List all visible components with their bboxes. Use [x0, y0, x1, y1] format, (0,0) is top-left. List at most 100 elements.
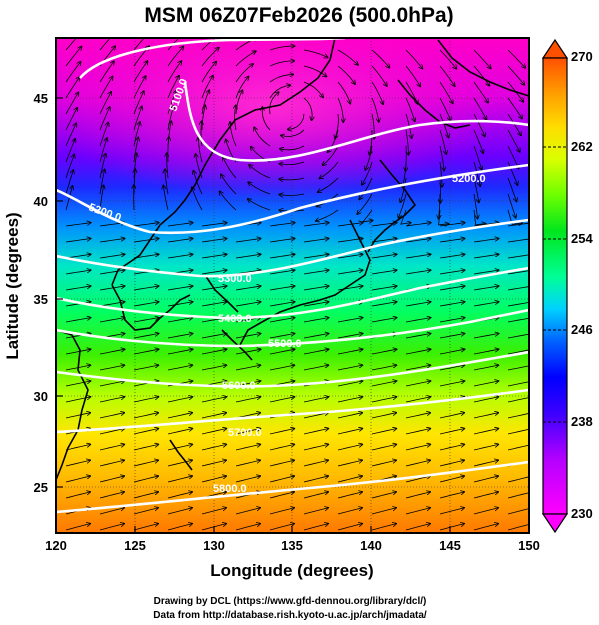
wind-arrow [473, 444, 498, 451]
wind-arrow [198, 137, 203, 163]
wind-arrow [361, 209, 373, 222]
wind-arrow [439, 286, 465, 291]
wind-arrow [337, 524, 362, 531]
wind-arrow [439, 49, 457, 69]
wind-arrow [133, 365, 159, 371]
wind-arrow [405, 49, 423, 69]
colorbar-tick-label: 270 [571, 49, 593, 64]
wind-arrow [235, 349, 261, 355]
wind-arrow [371, 270, 397, 275]
wind-arrow [473, 97, 487, 120]
wind-arrow [133, 38, 145, 51]
wind-arrow [473, 302, 499, 307]
wind-arrow [323, 145, 339, 165]
wind-arrow [473, 49, 491, 69]
wind-arrow [405, 270, 431, 275]
wind-arrow [337, 381, 363, 387]
wind-arrow [507, 161, 518, 185]
wind-arrow [235, 429, 260, 435]
wind-arrow [403, 161, 407, 187]
wind-arrow [201, 429, 226, 435]
plot-area: 5100.0 5200.0 5200.0 5300.0 5400.0 5500.… [56, 38, 529, 533]
wind-arrow [269, 302, 295, 307]
y-tick-label: 25 [34, 480, 48, 495]
wind-arrow [99, 254, 125, 259]
colorbar-bottom-triangle [541, 513, 569, 534]
wind-arrow [201, 254, 227, 259]
wind-arrow [473, 145, 482, 170]
wind-arrow [371, 429, 396, 435]
wind-arrow [337, 239, 363, 243]
wind-arrow [99, 61, 114, 83]
wind-arrow [303, 97, 312, 120]
wind-arrow [337, 97, 343, 122]
wind-arrow [65, 223, 91, 227]
wind-arrow [405, 223, 431, 227]
wind-arrow [439, 365, 465, 371]
grid-lines [56, 38, 529, 533]
wind-arrow [167, 91, 177, 115]
wind-arrow [303, 254, 329, 259]
wind-arrow [133, 524, 158, 531]
wind-arrow [65, 318, 91, 323]
credit-drawing: Drawing by DCL (https://www.gfd-dennou.o… [154, 596, 427, 607]
wind-arrow [405, 129, 409, 155]
wind-arrow [269, 444, 294, 451]
wind-arrow [235, 51, 256, 67]
wind-arrow [303, 492, 328, 499]
wind-arrow [65, 524, 90, 531]
wind-arrow [99, 185, 104, 211]
wind-arrow [99, 138, 107, 163]
wind-arrow [167, 46, 184, 67]
wind-arrow [133, 223, 159, 227]
wind-arrow [248, 199, 271, 211]
wind-arrow [405, 524, 430, 531]
contour-5800 [56, 460, 529, 514]
wind-arrow [65, 239, 91, 243]
wind-arrow [133, 460, 158, 467]
wind-arrow [133, 349, 159, 355]
wind-arrow [405, 365, 431, 371]
wind-arrow [133, 508, 158, 515]
wind-arrow [405, 318, 431, 323]
wind-arrow [201, 270, 227, 275]
wind-arrow [371, 365, 397, 371]
wind-arrow [65, 186, 73, 211]
wind-arrow [235, 302, 261, 307]
wind-arrow [235, 524, 260, 531]
wind-arrow [269, 365, 295, 371]
wind-arrow [473, 65, 490, 86]
wind-arrow [405, 476, 430, 483]
wind-arrow [99, 92, 111, 115]
wind-arrow [473, 381, 499, 387]
wind-arrow [201, 334, 227, 339]
contour-5500 [56, 308, 529, 348]
wind-arrow [365, 145, 373, 170]
wind-arrow [439, 460, 464, 467]
wind-arrow [269, 334, 295, 339]
contour-label-5600: 5600.0 [222, 380, 256, 392]
wind-arrow [99, 318, 125, 323]
wind-arrow [65, 108, 77, 131]
wind-arrow [371, 239, 397, 243]
wind-arrow [371, 460, 396, 467]
wind-arrow [473, 476, 498, 483]
wind-arrow [337, 397, 363, 403]
wind-arrow [65, 77, 80, 99]
wind-arrow [405, 508, 430, 515]
wind-arrow [303, 334, 329, 339]
wind-arrow [303, 318, 329, 323]
contour-label-5400: 5400.0 [218, 313, 252, 325]
wind-arrow [269, 286, 295, 291]
colorbar: 270 262 254 246 238 230 [541, 38, 593, 534]
wind-arrow [65, 123, 76, 147]
wind-arrow [201, 223, 227, 227]
wind-arrow [235, 460, 260, 467]
wind-arrow [473, 286, 499, 291]
wind-arrow [220, 191, 237, 211]
wind-arrow [281, 129, 305, 136]
wind-arrow [473, 239, 499, 243]
wind-arrow [303, 508, 328, 515]
wind-arrow [337, 223, 363, 227]
wind-arrow [371, 413, 396, 419]
